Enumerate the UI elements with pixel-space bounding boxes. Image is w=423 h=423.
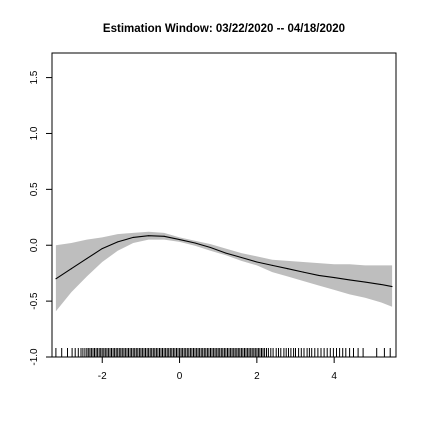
plot-frame bbox=[51, 52, 397, 358]
series-line-layer bbox=[55, 235, 393, 288]
series-point bbox=[163, 235, 165, 237]
series-point bbox=[302, 271, 304, 273]
series-point bbox=[333, 277, 335, 279]
series-point bbox=[349, 279, 351, 281]
chart-title: Estimation Window: 03/22/2020 -- 04/18/2… bbox=[103, 23, 345, 35]
series-point bbox=[179, 239, 181, 241]
series-point bbox=[240, 257, 242, 258]
x-tick-label: 4 bbox=[331, 371, 337, 382]
y-tick-label: 1.0 bbox=[29, 126, 40, 140]
series-point bbox=[101, 248, 103, 250]
series-point bbox=[117, 241, 119, 243]
series-point bbox=[210, 247, 211, 248]
x-tick-label: -2 bbox=[98, 371, 107, 382]
series-point bbox=[380, 283, 381, 285]
x-axis: -2 0 2 4 bbox=[98, 356, 337, 382]
series-point bbox=[391, 286, 393, 288]
series-point bbox=[55, 278, 57, 280]
series-point bbox=[148, 235, 150, 237]
series-point bbox=[364, 281, 366, 283]
confidence-band-layer bbox=[55, 231, 393, 312]
y-axis: -1.0 -0.5 0.0 0.5 1.0 1.5 bbox=[29, 70, 53, 366]
series-point bbox=[132, 236, 134, 238]
series-point bbox=[225, 252, 227, 254]
series-point bbox=[271, 264, 273, 266]
y-tick-label: 0.5 bbox=[29, 182, 40, 196]
series-point bbox=[194, 242, 196, 244]
series-point bbox=[287, 268, 289, 270]
series-point bbox=[256, 261, 258, 263]
y-tick-label: 1.5 bbox=[29, 70, 40, 84]
x-tick-label: 0 bbox=[177, 371, 183, 382]
y-tick-label: -1.0 bbox=[29, 348, 40, 366]
confidence-band bbox=[55, 231, 393, 312]
y-tick-label: 0.0 bbox=[29, 238, 40, 252]
rug-layer bbox=[55, 348, 391, 357]
series-point bbox=[70, 268, 72, 270]
series-point bbox=[86, 258, 88, 260]
series-point bbox=[318, 274, 320, 276]
x-tick-label: 2 bbox=[254, 371, 260, 382]
y-tick-label: -0.5 bbox=[29, 292, 40, 310]
